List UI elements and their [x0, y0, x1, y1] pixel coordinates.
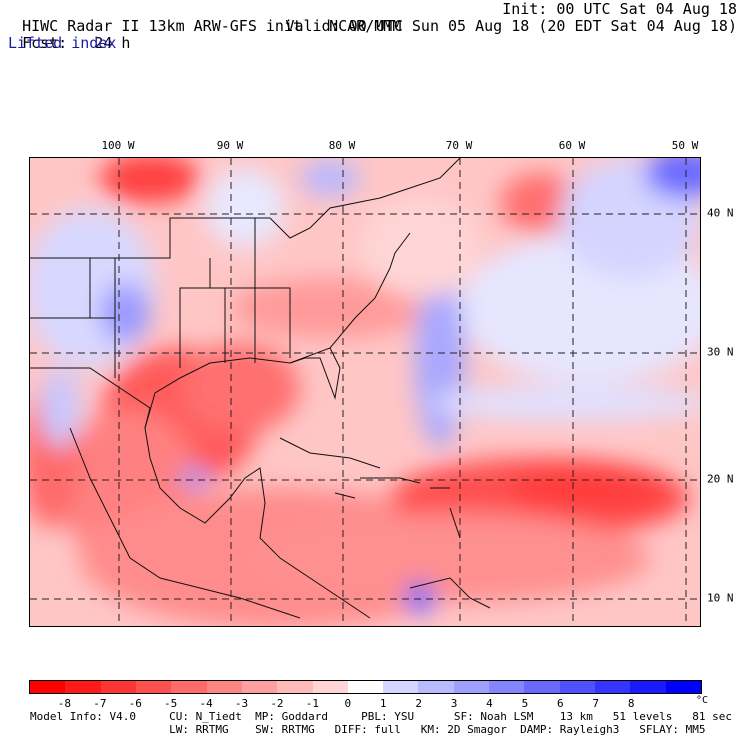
colorbar-swatch — [100, 681, 136, 693]
map-canvas — [30, 158, 700, 626]
colorbar-tick-label: 6 — [557, 697, 564, 710]
coastlines — [30, 158, 491, 619]
model-info-line2: LW: RRTMG SW: RRTMG DIFF: full KM: 2D Sm… — [30, 723, 706, 736]
lat-label-40n: 40 N — [707, 206, 734, 220]
colorbar-swatch — [135, 681, 172, 693]
model-info-line1: Model Info: V4.0 CU: N_Tiedt MP: Goddard… — [30, 710, 732, 723]
colorbar-swatch — [171, 681, 207, 693]
lon-label-90w: 90 W — [216, 139, 244, 152]
colorbar-swatch — [595, 681, 631, 693]
colorbar-tick-label: -5 — [164, 697, 178, 710]
colorbar-tick-label: -4 — [199, 697, 213, 710]
colorbar-tick-label: -7 — [93, 697, 107, 710]
colorbar-swatch — [312, 681, 348, 693]
colorbar-swatch — [418, 681, 454, 693]
lat-label-30n: 30 N — [707, 345, 734, 359]
colorbar-swatch — [347, 681, 384, 693]
lon-label-100w: 100 W — [101, 139, 135, 152]
colorbar-tick-label: -3 — [234, 697, 249, 710]
colorbar-swatch — [241, 681, 278, 693]
colorbar-tick-label: -1 — [305, 697, 319, 710]
colorbar-tick-label: 1 — [379, 697, 387, 710]
colorbar-tick-label: 0 — [344, 697, 352, 710]
colorbar-swatch — [65, 681, 101, 693]
colorbar-tick-label: -2 — [270, 697, 284, 710]
lon-label-80w: 80 W — [328, 139, 356, 152]
colorbar-tick-label: 4 — [486, 697, 493, 710]
forecast-hour: Fcst: 24 h — [22, 34, 131, 52]
colorbar-unit: °C — [696, 695, 709, 706]
lon-label-50w: 50 W — [671, 139, 699, 152]
colorbar-swatch — [489, 681, 525, 693]
model-title: HIWC Radar II 13km ARW-GFS init NCAR/MMM — [22, 17, 402, 35]
graticule — [30, 158, 700, 626]
lat-label-20n: 20 N — [707, 472, 734, 486]
colorbar-swatch — [30, 681, 66, 693]
colorbar-swatch — [383, 681, 419, 693]
colorbar-tick-label: -8 — [57, 697, 72, 710]
valid-time: Valid: 00 UTC Sun 05 Aug 18 (20 EDT Sat … — [285, 17, 737, 35]
lat-label-10n: 10 N — [707, 591, 734, 605]
lifted-index-map — [29, 157, 701, 627]
colorbar — [29, 680, 702, 694]
colorbar-swatch — [665, 681, 701, 693]
colorbar-swatch — [453, 681, 490, 693]
colorbar-swatch — [559, 681, 595, 693]
colorbar-swatch — [630, 681, 666, 693]
colorbar-tick-label: 5 — [521, 697, 529, 710]
lon-label-70w: 70 W — [445, 139, 473, 152]
lifted-index-field — [30, 158, 700, 626]
init-time: Init: 00 UTC Sat 04 Aug 18 — [502, 0, 737, 18]
colorbar-tick-label: -6 — [128, 697, 142, 710]
field-name: Lifted index — [8, 34, 117, 52]
lon-label-60w: 60 W — [558, 139, 586, 152]
colorbar-tick-label: 3 — [450, 697, 458, 710]
colorbar-swatch — [277, 681, 313, 693]
colorbar-tick-label: 7 — [592, 697, 600, 710]
colorbar-swatch — [206, 681, 242, 693]
colorbar-tick-label: 2 — [415, 697, 422, 710]
colorbar-tick-label: 8 — [627, 697, 635, 710]
colorbar-swatch — [524, 681, 560, 693]
